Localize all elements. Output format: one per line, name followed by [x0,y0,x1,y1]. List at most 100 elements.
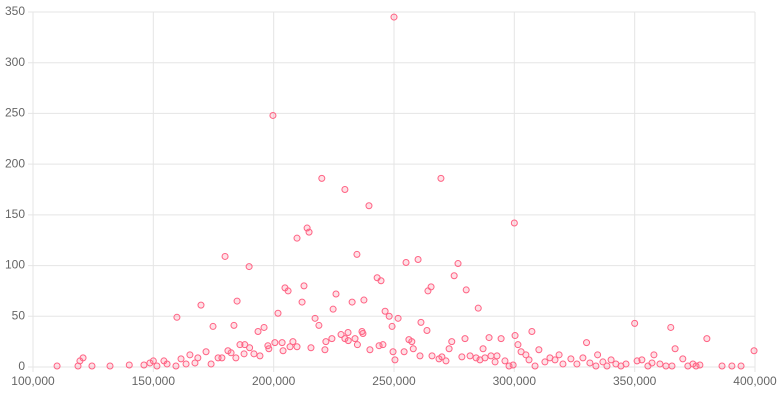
point [305,228,313,236]
point [332,290,340,298]
point [298,298,306,306]
point [481,354,489,362]
point [311,314,319,322]
point [501,357,509,365]
point [522,351,530,359]
point [53,362,61,370]
point [278,339,286,347]
point [737,362,745,370]
point [173,313,181,321]
point [351,335,359,343]
point [279,347,287,355]
point [353,250,361,258]
point [592,362,600,370]
point [318,174,326,182]
x-tick-label: 350,000 [613,374,657,388]
point [207,360,215,368]
point [528,328,536,335]
point [559,360,567,368]
x-tick-label: 300,000 [493,374,537,388]
point [390,13,398,21]
point [194,354,202,362]
point [586,359,594,367]
point [583,339,591,347]
point [359,330,367,338]
point [428,352,436,360]
point [260,323,268,331]
point [245,263,253,271]
point [218,354,226,362]
point [293,343,301,351]
point [485,334,493,342]
point [493,352,501,360]
point [438,353,446,361]
point [409,345,417,353]
y-tick-label: 50 [12,308,26,322]
point [510,219,518,227]
point [474,304,482,312]
x-tick-label: 250,000 [372,374,416,388]
point [140,361,148,369]
point [146,359,154,367]
point [461,335,469,343]
x-tick-label: 100,000 [11,374,55,388]
point [274,309,282,317]
point [668,362,676,370]
point [541,358,549,366]
point [391,356,399,364]
point [599,358,607,366]
point [344,329,352,337]
y-tick-label: 300 [5,55,25,69]
point [300,282,308,290]
point [633,357,641,365]
y-tick-label: 100 [5,258,25,272]
point [88,362,96,370]
point [416,352,424,360]
y-tick-label: 150 [5,207,25,221]
point [329,305,337,313]
point [293,234,301,242]
point [696,361,704,369]
point [679,355,687,363]
point [379,341,387,349]
point [450,272,458,280]
point [423,326,431,334]
point [466,352,474,360]
point [579,354,587,362]
y-tick-label: 200 [5,156,25,170]
point [284,287,292,295]
point [728,362,736,370]
point [322,338,330,346]
point [517,348,525,356]
point [414,255,422,263]
y-tick-label: 350 [5,4,25,18]
point [424,287,432,295]
point [172,362,180,370]
point [360,296,368,304]
point [256,352,264,360]
point [221,252,229,260]
point [289,338,297,346]
point [232,354,240,362]
point [402,259,410,267]
point [472,354,480,362]
point [264,342,272,350]
point [667,323,675,331]
point [458,353,466,361]
point [648,359,656,367]
point [389,348,397,356]
point [394,314,402,322]
point [622,360,630,368]
point [487,352,495,360]
point [555,351,563,359]
point [385,312,393,320]
point [177,355,185,363]
point [209,322,217,330]
point [377,277,385,285]
x-tick-label: 150,000 [132,374,176,388]
point [315,321,323,329]
y-tick-label: 0 [18,359,25,373]
point [514,341,522,349]
point [408,338,416,346]
